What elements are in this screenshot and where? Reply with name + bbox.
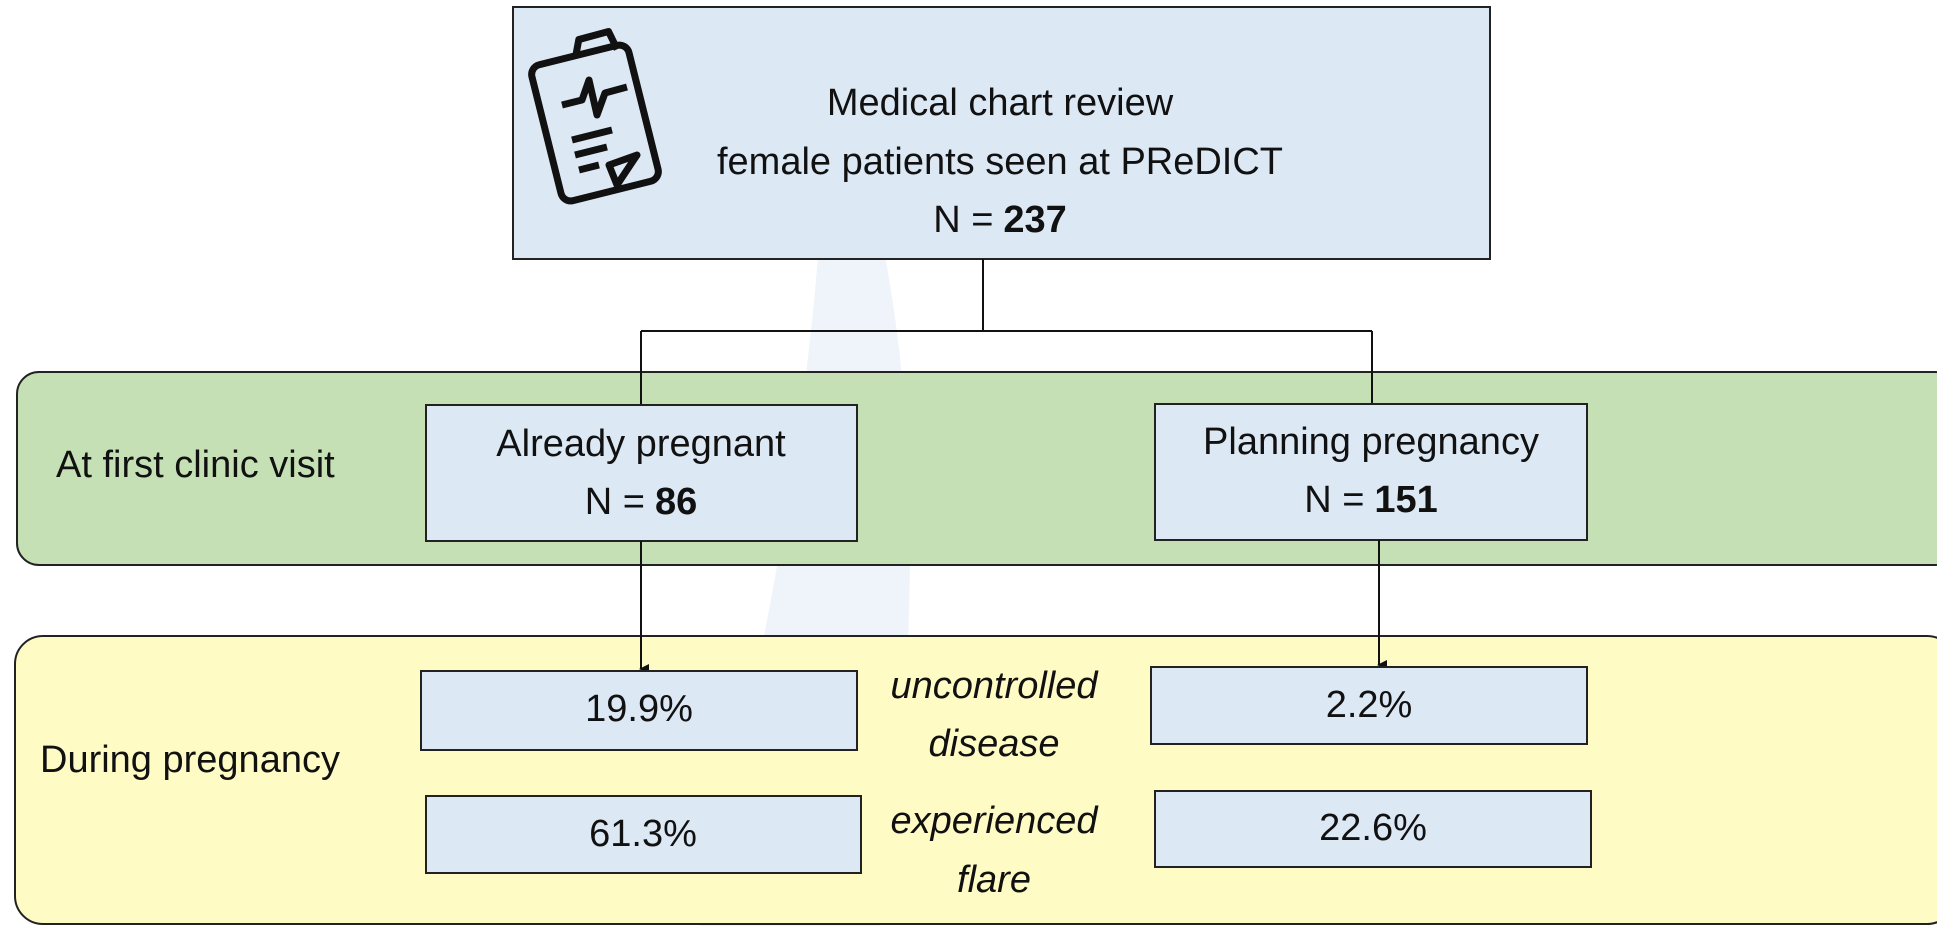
n-prefix: N = (933, 199, 993, 241)
outcome-label: uncontrolled (890, 665, 1099, 707)
stage-label: At first clinic visit (56, 444, 335, 486)
group-box (1154, 403, 1588, 541)
n-prefix: N = (585, 481, 645, 523)
stage-label: During pregnancy (40, 739, 340, 781)
top-line: Medical chart review (827, 82, 1174, 124)
group-label: Already pregnant (496, 423, 786, 465)
group-box (425, 404, 858, 542)
result-box (1150, 666, 1588, 745)
outcome-label: experienced (890, 800, 1099, 842)
clipboard-icon (528, 28, 662, 205)
group-count: N = 151 (1304, 479, 1438, 521)
result-box (420, 670, 858, 751)
top-count: N = 237 (933, 199, 1067, 241)
result-value: 2.2% (1326, 684, 1413, 726)
n-value: 151 (1374, 479, 1437, 521)
result-value: 19.9% (585, 688, 693, 730)
n-prefix: N = (1304, 479, 1364, 521)
result-box (1154, 790, 1592, 868)
connector (640, 259, 1373, 405)
group-label: Planning pregnancy (1203, 421, 1539, 463)
result-value: 61.3% (589, 813, 697, 855)
outcome-label: flare (957, 859, 1031, 901)
group-count: N = 86 (585, 481, 697, 523)
n-value: 86 (655, 481, 697, 523)
top-line: female patients seen at PReDICT (717, 141, 1283, 183)
result-box (425, 795, 862, 874)
result-value: 22.6% (1319, 807, 1427, 849)
outcome-label: disease (929, 723, 1060, 765)
n-value: 237 (1003, 199, 1066, 241)
top-box (512, 6, 1491, 260)
